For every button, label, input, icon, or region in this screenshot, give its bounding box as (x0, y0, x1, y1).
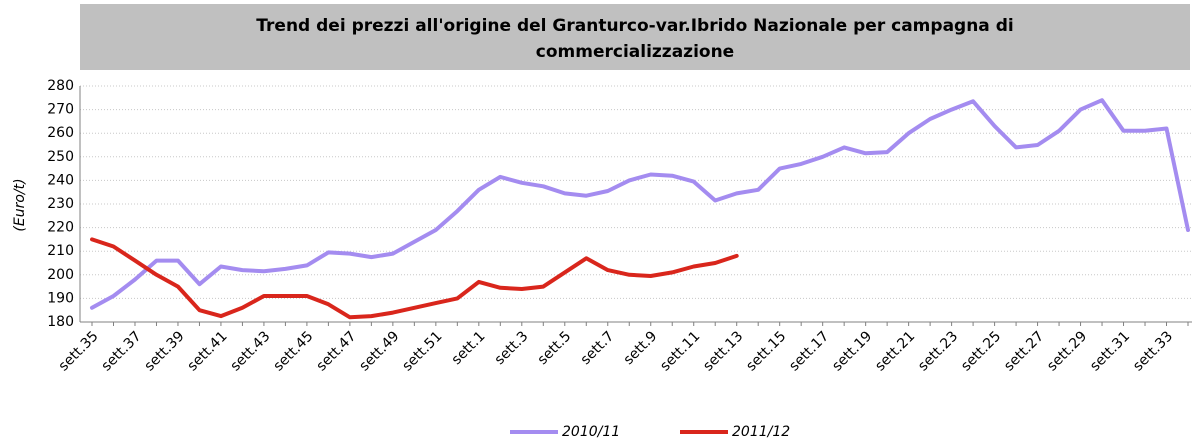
x-tick-label: sett.23 (915, 328, 961, 374)
y-tick-label: 210 (47, 243, 74, 259)
y-tick-label: 240 (47, 172, 74, 188)
series-line (90, 98, 1190, 310)
y-tick-label: 220 (47, 220, 74, 236)
x-tick-label: sett.27 (1001, 328, 1047, 374)
x-tick-label: sett.47 (313, 328, 359, 374)
y-tick-label: 250 (47, 149, 74, 165)
x-tick-label: sett.3 (492, 328, 532, 368)
x-tick-label: sett.37 (99, 328, 145, 374)
x-tick-label: sett.45 (270, 328, 316, 374)
y-tick-label: 260 (47, 125, 74, 141)
legend-label: 2010/11 (562, 424, 620, 440)
x-tick-label: sett.29 (1044, 328, 1090, 374)
x-tick-label: sett.25 (958, 328, 1004, 374)
x-tick-label: sett.41 (185, 328, 231, 374)
x-tick-label: sett.11 (657, 328, 703, 374)
x-tick-label: sett.13 (700, 328, 746, 374)
x-tick-label: sett.9 (621, 328, 661, 368)
x-tick-label: sett.5 (535, 328, 575, 368)
y-tick-label: 230 (47, 196, 74, 212)
x-tick-label: sett.17 (786, 328, 832, 374)
x-tick-label: sett.33 (1130, 328, 1176, 374)
chart-title: Trend dei prezzi all'origine del Grantur… (256, 16, 1013, 36)
title-band (80, 4, 1190, 70)
x-tick-label: sett.19 (829, 328, 875, 374)
y-axis-label: (Euro/t) (12, 178, 28, 231)
y-tick-label: 270 (47, 102, 74, 118)
x-tick-label: sett.49 (356, 328, 402, 374)
x-tick-label: sett.15 (743, 328, 789, 374)
y-tick-label: 180 (47, 314, 74, 330)
y-tick-label: 200 (47, 267, 74, 283)
x-tick-label: sett.21 (872, 328, 918, 374)
x-tick-label: sett.43 (228, 328, 274, 374)
legend-label: 2011/12 (732, 424, 790, 440)
y-tick-label: 190 (47, 290, 74, 306)
y-tick-label: 280 (47, 78, 74, 94)
x-tick-label: sett.35 (56, 328, 102, 374)
x-tick-label: sett.51 (399, 328, 445, 374)
x-tick-label: sett.1 (449, 328, 489, 368)
chart-title: commercializzazione (536, 42, 734, 62)
x-tick-label: sett.7 (578, 328, 618, 368)
x-tick-label: sett.31 (1087, 328, 1133, 374)
x-tick-label: sett.39 (142, 328, 188, 374)
series-line (90, 237, 739, 320)
